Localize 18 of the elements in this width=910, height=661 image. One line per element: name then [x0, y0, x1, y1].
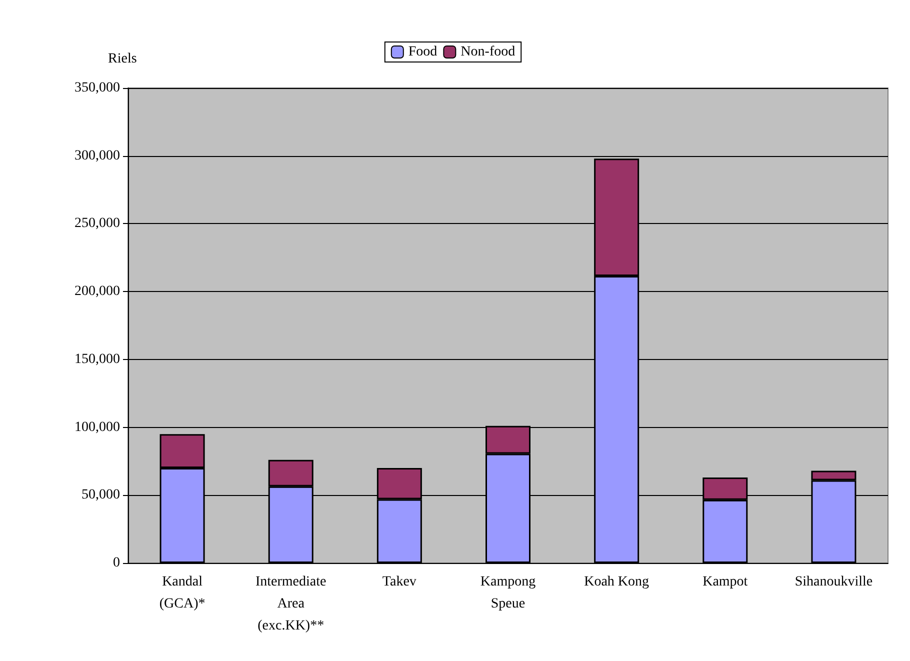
y-tick-label: 300,000: [74, 148, 120, 164]
y-tick-label: 350,000: [74, 80, 120, 96]
x-tick-label: Kampot: [702, 574, 748, 590]
y-tick-label: 200,000: [74, 284, 120, 300]
y-tick-label: 100,000: [74, 420, 120, 435]
y-tick-label: 50,000: [82, 488, 120, 503]
y-axis-title: Riels: [108, 52, 137, 66]
legend-label: Food: [408, 44, 438, 60]
x-tick-label: Kampong Speue: [480, 574, 536, 612]
y-tick-label: 150,000: [74, 352, 120, 367]
x-tick-label: Koah Kong: [584, 574, 650, 590]
legend-label: Non-food: [460, 44, 516, 60]
y-tick-label: 0: [113, 556, 120, 570]
y-tick-label: 250,000: [74, 216, 120, 232]
x-tick-label: Kandal (GCA)*: [159, 574, 206, 612]
x-tick-label: Sihanoukville: [794, 574, 873, 590]
x-tick-label: Takev: [382, 574, 416, 590]
x-tick-label: Intermediate Area (exc.KK)**: [255, 574, 326, 634]
